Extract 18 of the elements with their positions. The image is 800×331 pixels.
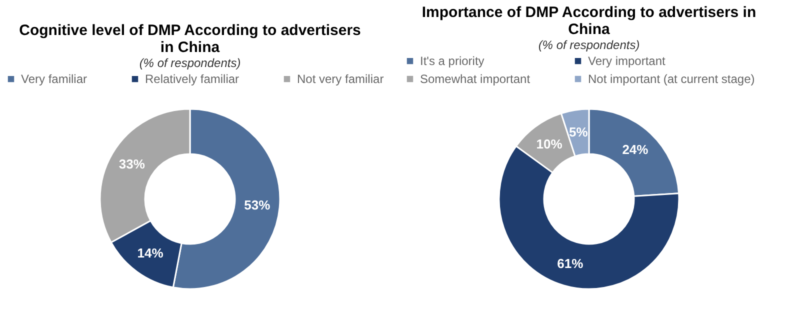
chart-title: Cognitive level of DMP According to advertisers in China bbox=[19, 22, 361, 56]
legend-label: It's a priority bbox=[420, 54, 484, 68]
data-label: 61% bbox=[557, 256, 584, 271]
legend-label: Not very familiar bbox=[297, 72, 384, 86]
legend-label: Very important bbox=[588, 54, 666, 68]
data-label: 10% bbox=[536, 136, 563, 152]
legend-label: Very familiar bbox=[21, 72, 88, 86]
data-label: 5% bbox=[569, 124, 588, 140]
legend-label: Relatively familiar bbox=[145, 72, 240, 86]
legend-label: Not important (at current stage) bbox=[588, 72, 755, 86]
legend-label: Somewhat important bbox=[420, 72, 531, 86]
chart-subtitle: (% of respondents) bbox=[139, 56, 241, 70]
data-label: 14% bbox=[137, 246, 164, 261]
chart-title: Importance of DMP According to advertisers in China bbox=[422, 4, 756, 38]
data-label: 24% bbox=[622, 142, 649, 157]
data-label: 53% bbox=[244, 197, 271, 212]
chart-subtitle: (% of respondents) bbox=[538, 38, 640, 52]
data-label: 33% bbox=[118, 156, 146, 172]
